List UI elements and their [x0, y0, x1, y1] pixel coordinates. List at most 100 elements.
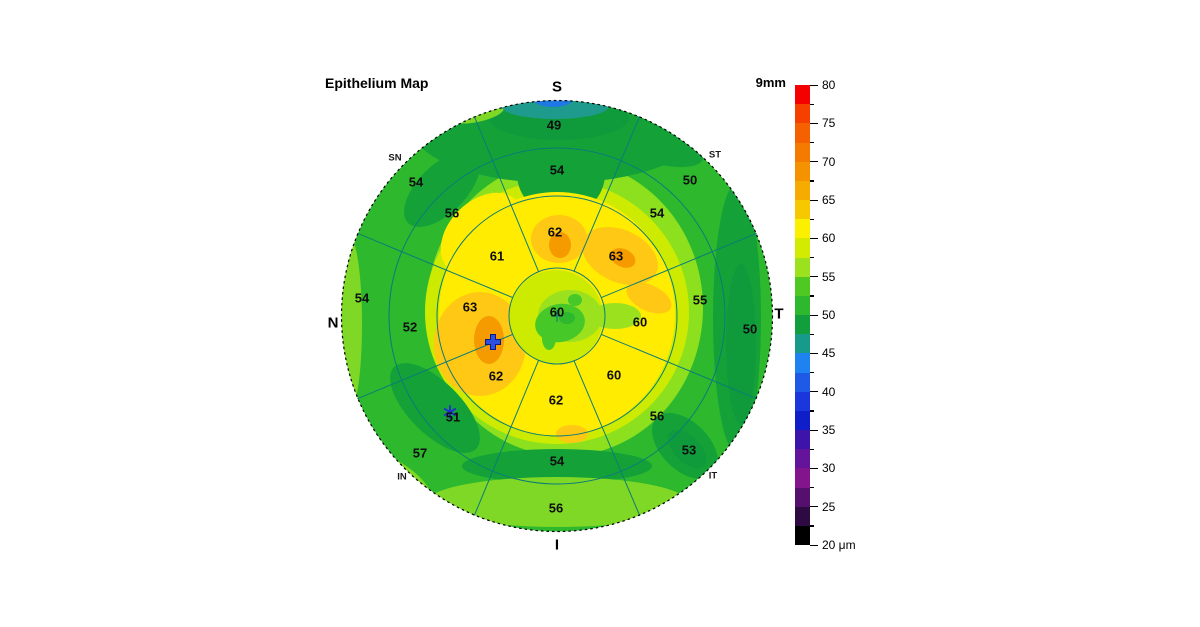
sector-value-label: 54 [408, 174, 424, 190]
center-zone-detail [509, 270, 641, 364]
colorbar-block [795, 238, 810, 258]
colorbar-tick [810, 218, 814, 220]
sector-divider-lines [357, 116, 757, 516]
colorbar-tick [810, 410, 814, 412]
colorbar-block [795, 161, 810, 181]
colorbar-tick [810, 372, 814, 374]
colorbar-block [795, 276, 810, 296]
colorbar-tick-label: 75 [822, 116, 836, 131]
colorbar-block [795, 353, 810, 373]
colorbar-tick-label: 35 [822, 422, 836, 437]
sector-value-label: 60 [549, 304, 565, 320]
sector-value-label: 57 [412, 445, 428, 461]
colorbar-tick [810, 333, 814, 335]
colorbar-block [795, 257, 810, 277]
epithelium-map-svg [340, 99, 774, 533]
colorbar-tick-label: 60 [822, 231, 836, 246]
colorbar: 80 75 70 65 60 55 50 45 40 35 30 25 20 μm [795, 79, 856, 551]
center-reference-cross [551, 310, 563, 322]
colorbar-tick [810, 161, 818, 163]
colorbar-tick-label: 25 [822, 499, 836, 514]
sector-value-label: 62 [548, 392, 564, 408]
colorbar-block [795, 180, 810, 201]
outer-dashed-boundary [340, 99, 774, 533]
colorbar-tick [810, 525, 814, 527]
colorbar-tick [810, 84, 818, 86]
colorbar-tick-label: 80 [822, 77, 836, 92]
colorbar-block [795, 104, 810, 124]
sector-value-label: 56 [444, 205, 460, 221]
colorbar-tick-label: 40 [822, 384, 836, 399]
colorbar-tick-label: 50 [822, 307, 836, 322]
colorbar-block [795, 200, 810, 220]
map-labels-layer: 60 62 63 60 60 62 62 63 61 54 54 55 56 54 51 52 56 49 50 50… [327, 80, 787, 553]
sector-value-label: 60 [632, 314, 648, 330]
colorbar-tick-label: 55 [822, 269, 836, 284]
sector-value-label: 56 [649, 408, 665, 424]
colorbar-block [795, 219, 810, 239]
colorbar-tick [810, 276, 818, 278]
sector-value-label: 63 [608, 248, 624, 264]
colorbar-tick [810, 429, 818, 431]
sector-value-label: 54 [549, 453, 565, 469]
sector-value-label: 52 [402, 319, 418, 335]
map-title: Epithelium Map [325, 75, 429, 91]
scan-diameter-label: 9mm [755, 75, 786, 90]
colorbar-tick [810, 180, 814, 182]
compass-label: IN [397, 471, 407, 483]
colorbar-tick [810, 352, 818, 355]
colorbar-block [795, 487, 810, 507]
sector-value-label: 53 [681, 442, 697, 458]
sector-value-label: 54 [549, 162, 565, 178]
colorbar-tick [810, 103, 814, 105]
colorbar-block [795, 391, 810, 411]
colorbar-tick-label: 70 [822, 154, 836, 169]
colorbar-tick [810, 257, 814, 259]
colorbar-tick [810, 544, 818, 546]
colorbar-tick [810, 237, 818, 240]
colorbar-block [795, 123, 810, 143]
cross-marker [485, 334, 501, 350]
compass-label: IT [708, 470, 718, 482]
colorbar-block [795, 142, 810, 162]
thickness-color-field [341, 100, 773, 532]
asterisk-marker [443, 405, 457, 419]
sector-value-label: 62 [547, 224, 563, 240]
epithelium-map: 60 62 63 60 60 62 62 63 61 54 54 55 56 54 51 52 56 49 50 50… [327, 80, 787, 553]
colorbar-tick [810, 295, 814, 297]
sector-value-label: 61 [489, 248, 505, 264]
zone-grid [357, 116, 757, 516]
blue-thin-spot [533, 100, 573, 107]
colorbar-gradient [795, 85, 810, 546]
sector-value-label: 56 [548, 500, 564, 516]
colorbar-block [795, 85, 810, 105]
sector-value-label: 50 [742, 321, 758, 337]
colorbar-tick [810, 199, 818, 201]
sector-value-label: 60 [606, 367, 622, 383]
compass-label: ST [708, 149, 722, 161]
colorbar-tick [810, 448, 814, 450]
colorbar-block [795, 410, 810, 431]
colorbar-block [795, 315, 810, 335]
colorbar-block [795, 506, 810, 526]
colorbar-block [795, 372, 810, 392]
sector-value-label: 63 [462, 299, 478, 315]
colorbar-tick [810, 391, 818, 393]
colorbar-tick [810, 314, 818, 316]
colorbar-tick [810, 506, 818, 508]
sector-value-label: 49 [546, 117, 562, 133]
colorbar-block [795, 430, 810, 450]
colorbar-block [795, 525, 810, 546]
compass-label: T [774, 305, 784, 323]
colorbar-block [795, 295, 810, 316]
colorbar-tick-label: 45 [822, 346, 836, 361]
sector-value-label: 51 [445, 409, 461, 425]
compass-label: I [554, 536, 560, 554]
colorbar-tick [810, 467, 818, 470]
compass-label: S [551, 78, 563, 96]
colorbar-tick-label: 20 μm [822, 537, 856, 552]
colorbar-block [795, 468, 810, 488]
sector-value-label: 50 [682, 172, 698, 188]
sector-value-label: 54 [649, 205, 665, 221]
